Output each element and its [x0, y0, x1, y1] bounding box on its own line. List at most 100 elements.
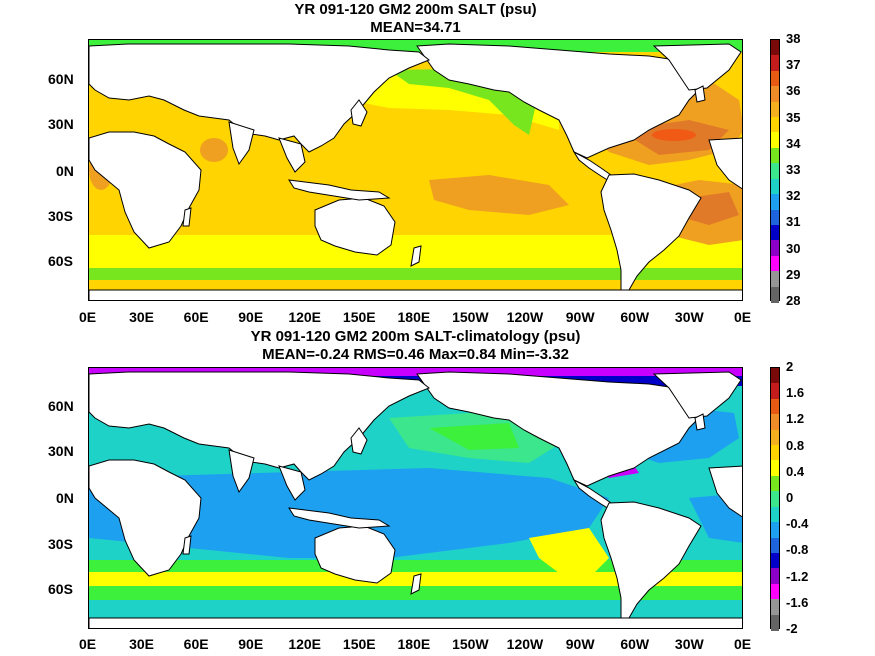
landmass-uk — [694, 413, 706, 431]
colorbar-segment — [771, 209, 779, 226]
colorbar-segment — [771, 460, 779, 477]
landmass-nz — [410, 245, 422, 267]
south-pacific-high-salinity — [429, 175, 569, 215]
arctic-negative-band — [89, 368, 742, 376]
panel2-lon-label: 30E — [129, 636, 154, 652]
landmass-madagascar — [182, 207, 192, 227]
colorbar-tick-label: 37 — [786, 57, 801, 73]
colorbar-segment — [771, 194, 779, 211]
landmass-indonesia — [288, 179, 391, 201]
landmass-south-america — [600, 173, 702, 291]
panel1-title-line1: YR 091-120 GM2 200m SALT (psu) — [294, 1, 537, 18]
colorbar-segment — [771, 429, 779, 446]
panel1-lon-label: 150E — [342, 309, 376, 325]
colorbar-segment — [771, 583, 779, 600]
colorbar-tick-label: 36 — [786, 83, 801, 99]
panel1-map — [88, 39, 743, 301]
landmass-indochina — [278, 465, 306, 501]
tropical-negative-region — [89, 468, 609, 558]
panel2-lon-label: 120E — [288, 636, 322, 652]
panel2-lon-label: 90W — [565, 636, 595, 652]
landmass-antarctica — [89, 617, 742, 628]
landmass-uk — [694, 85, 706, 103]
panel2-colorbar — [770, 367, 780, 631]
colorbar-segment — [771, 101, 779, 118]
landmass-greenland — [652, 371, 742, 419]
panel1-lon-label: 120E — [288, 309, 322, 325]
landmass-indochina — [278, 137, 306, 173]
colorbar-tick-label: 1.2 — [786, 411, 805, 427]
colorbar-segment — [771, 491, 779, 508]
colorbar-segment — [771, 86, 779, 103]
panel2-lat-label: 30S — [48, 536, 73, 552]
colorbar-tick-label: 29 — [786, 266, 801, 282]
panel1-lat-label: 60N — [48, 71, 74, 87]
panel2-lon-label: 0E — [734, 636, 752, 652]
panel1-salinity-field — [89, 40, 742, 300]
colorbar-tick-label: 32 — [786, 188, 801, 204]
landmass-india — [228, 121, 255, 166]
colorbar-segment — [771, 132, 779, 149]
landmass-greenland — [652, 43, 742, 91]
colorbar-tick-label: 35 — [786, 109, 801, 125]
colorbar-segment — [771, 537, 779, 554]
panel1-lon-label: 0E — [734, 309, 752, 325]
colorbar-tick-label: -0.8 — [786, 542, 809, 558]
panel1-lon-label: 150W — [452, 309, 489, 325]
colorbar-segment — [771, 522, 779, 539]
landmass-south-america — [600, 501, 702, 619]
southern-green-band — [89, 268, 742, 280]
panel1-lon-label: 60E — [183, 309, 209, 325]
colorbar-segment — [771, 398, 779, 415]
panel1-lat-label: 30N — [48, 116, 74, 132]
colorbar-segment — [771, 368, 779, 384]
colorbar-segment — [771, 147, 779, 164]
colorbar-segment — [771, 445, 779, 462]
panel2-lat-label: 30N — [48, 443, 74, 459]
colorbar-segment — [771, 240, 779, 257]
panel1-lon-label: 30E — [129, 309, 154, 325]
arabian-sea-high-salinity — [200, 138, 228, 162]
panel1-lat-label: 60S — [48, 253, 73, 269]
colorbar-segment — [771, 224, 779, 241]
colorbar-tick-label: 2 — [786, 359, 794, 374]
landmass-africa — [89, 459, 202, 577]
panel2-lon-label: 150W — [452, 636, 489, 652]
panel1-lon-label: 180E — [397, 309, 431, 325]
panel1-lon-label: 90E — [238, 309, 264, 325]
colorbar-segment — [771, 614, 779, 631]
colorbar-segment — [771, 55, 779, 72]
panel1-title-line2: MEAN=34.71 — [370, 19, 461, 36]
panel1-lon-label: 90W — [565, 309, 595, 325]
southeast-pacific-positive — [529, 528, 609, 573]
colorbar-segment — [771, 506, 779, 523]
panel2-lon-label: 150E — [342, 636, 376, 652]
panel2-map — [88, 367, 743, 629]
colorbar-tick-label: 28 — [786, 293, 801, 308]
colorbar-tick-label: 34 — [786, 135, 801, 151]
colorbar-tick-label: -0.4 — [786, 516, 809, 532]
colorbar-tick-label: 0.8 — [786, 437, 805, 453]
colorbar-tick-label: 30 — [786, 240, 801, 256]
landmass-africa — [89, 131, 202, 249]
panel2-title-line2: MEAN=-0.24 RMS=0.46 Max=0.84 Min=-3.32 — [262, 346, 569, 363]
southern-green-band-lower — [89, 586, 742, 600]
colorbar-tick-label: -1.6 — [786, 594, 809, 610]
landmass-north-america — [416, 43, 710, 159]
colorbar-segment — [771, 40, 779, 56]
landmass-indonesia — [288, 507, 391, 529]
colorbar-tick-label: 33 — [786, 162, 801, 177]
colorbar-segment — [771, 552, 779, 569]
colorbar-tick-label: 31 — [786, 214, 801, 230]
colorbar-segment — [771, 163, 779, 180]
colorbar-segment — [771, 178, 779, 195]
colorbar-segment — [771, 286, 779, 303]
panel1-colorbar — [770, 39, 780, 303]
colorbar-segment — [771, 414, 779, 431]
panel2-salinity-anomaly-field — [89, 368, 742, 628]
landmass-japan — [350, 427, 368, 455]
panel2-lat-label: 0N — [56, 490, 74, 506]
panel1-lon-label: 30W — [674, 309, 704, 325]
panel1-lat-label: 0N — [56, 163, 74, 179]
landmass-nz — [410, 573, 422, 595]
